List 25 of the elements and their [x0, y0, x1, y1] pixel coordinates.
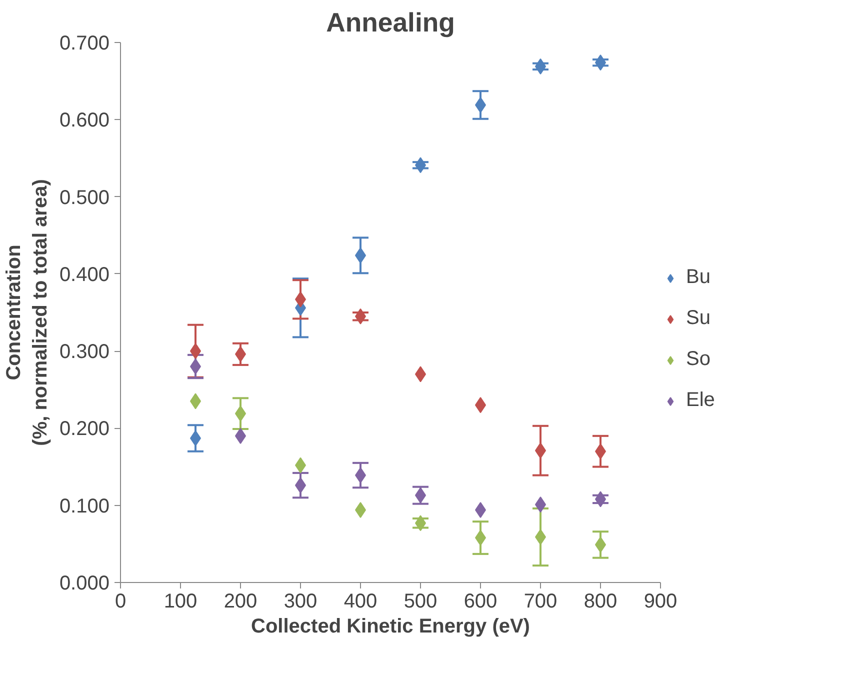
- legend-label: Su: [686, 307, 710, 330]
- x-tick-label: 0: [114, 590, 126, 612]
- y-tick-label: 0.100: [59, 495, 110, 518]
- y-tick-label: 0.700: [59, 32, 110, 54]
- x-tick-label: 700: [524, 590, 558, 612]
- x-tick-label: 600: [464, 590, 498, 612]
- y-tick-label: 0.200: [59, 418, 110, 440]
- y-axis-title: Concentration (%, normalized to total area): [3, 179, 52, 446]
- y-tick-label: 0.500: [59, 186, 110, 209]
- y-tick-label: 0.300: [59, 341, 110, 364]
- x-tick-label: 400: [344, 590, 378, 612]
- x-tick-label: 800: [584, 590, 618, 612]
- y-tick-label: 0.600: [59, 110, 110, 132]
- x-tick-label: 300: [284, 590, 318, 612]
- x-tick-label: 900: [644, 590, 678, 612]
- legend-label: Ele: [686, 389, 715, 412]
- legend-label: Bu: [686, 266, 710, 289]
- x-tick-label: 200: [224, 590, 258, 612]
- y-tick-label: 0.400: [59, 264, 110, 286]
- legend-label: So: [686, 348, 710, 371]
- chart-title: Annealing: [326, 8, 455, 38]
- y-tick-label: 0.000: [59, 572, 110, 594]
- x-tick-label: 100: [164, 590, 198, 612]
- x-axis-title: Collected Kinetic Energy (eV): [251, 616, 530, 638]
- x-tick-label: 500: [404, 590, 438, 612]
